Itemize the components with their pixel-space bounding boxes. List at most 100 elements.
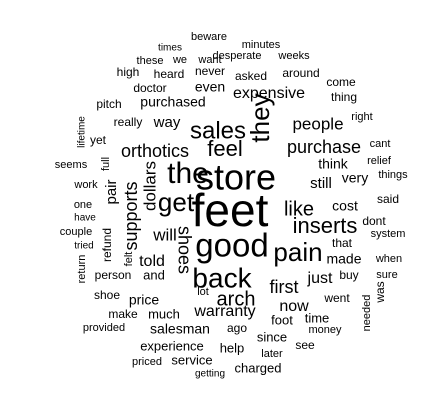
word-right: right <box>351 111 372 123</box>
word-cost: cost <box>332 198 358 214</box>
word-now: now <box>279 298 309 315</box>
word-make: make <box>108 307 138 321</box>
word-inserts: inserts <box>293 213 358 238</box>
word-good: good <box>195 227 268 264</box>
word-warranty: warranty <box>193 303 255 320</box>
word-lifetime: lifetime <box>77 116 88 148</box>
word-work: work <box>73 179 98 191</box>
word-get: get <box>158 187 195 217</box>
word-asked: asked <box>235 69 267 83</box>
word-first: first <box>270 277 299 297</box>
word-system: system <box>371 228 406 240</box>
word-relief: relief <box>367 155 392 167</box>
word-time: time <box>305 310 330 325</box>
word-buy: buy <box>339 268 358 282</box>
word-help: help <box>220 340 245 355</box>
word-back: back <box>192 262 252 293</box>
word-money: money <box>308 324 342 336</box>
word-really: really <box>114 115 143 129</box>
word-priced: priced <box>132 356 162 368</box>
word-that: that <box>332 236 353 250</box>
word-shoe: shoe <box>94 288 120 302</box>
word-one: one <box>74 199 92 211</box>
word-return: return <box>76 255 88 284</box>
word-sales: sales <box>190 117 246 144</box>
word-much: much <box>148 306 180 321</box>
word-times: times <box>158 43 182 54</box>
word-salesman: salesman <box>150 321 210 337</box>
word-store: store <box>196 157 276 198</box>
word-and: and <box>143 267 165 282</box>
word-people: people <box>292 114 343 133</box>
word-they: they <box>245 93 275 142</box>
word-purchased: purchased <box>140 94 205 110</box>
word-person: person <box>95 268 132 282</box>
word-like: like <box>284 198 314 220</box>
word-doctor: doctor <box>133 81 166 95</box>
word-since: since <box>257 329 287 344</box>
word-still: still <box>310 175 332 192</box>
word-tried: tried <box>74 241 93 252</box>
word-price: price <box>129 292 160 308</box>
word-later: later <box>261 348 283 360</box>
word-weeks: weeks <box>277 50 310 62</box>
word-service: service <box>171 352 212 367</box>
word-when: when <box>375 253 402 265</box>
word-the: the <box>167 157 209 190</box>
word-pair: pair <box>103 179 120 204</box>
word-arch: arch <box>217 288 256 310</box>
word-way: way <box>153 114 181 131</box>
word-sure: sure <box>376 269 397 281</box>
word-cant: cant <box>370 138 391 150</box>
word-refund: refund <box>100 228 114 262</box>
word-charged: charged <box>235 360 282 375</box>
word-seems: seems <box>55 159 88 171</box>
word-think: think <box>318 156 349 172</box>
word-experience: experience <box>140 338 204 353</box>
word-needed: needed <box>361 295 373 332</box>
word-these: these <box>137 55 164 67</box>
word-pitch: pitch <box>96 97 121 111</box>
word-things: things <box>378 169 408 181</box>
word-just: just <box>307 270 333 287</box>
word-yet: yet <box>90 133 107 147</box>
word-dollars: dollars <box>140 161 159 211</box>
word-high: high <box>117 65 140 79</box>
word-went: went <box>323 291 350 305</box>
word-have: have <box>74 213 96 224</box>
word-want: want <box>197 54 221 66</box>
word-feel: feel <box>207 136 242 161</box>
word-told: told <box>139 253 165 270</box>
word-was: was <box>373 281 387 303</box>
word-getting: getting <box>195 369 225 380</box>
word-thing: thing <box>331 90 357 104</box>
word-never: never <box>195 64 225 78</box>
word-pain: pain <box>273 237 322 267</box>
word-very: very <box>342 170 368 186</box>
word-said: said <box>377 192 399 206</box>
word-beware: beware <box>191 31 227 43</box>
word-around: around <box>282 66 319 80</box>
word-desperate: desperate <box>213 50 262 62</box>
word-feet: feet <box>192 184 269 236</box>
word-even: even <box>195 79 225 95</box>
word-will: will <box>152 225 177 244</box>
word-heard: heard <box>154 67 185 81</box>
word-provided: provided <box>83 322 125 334</box>
word-foot: foot <box>271 312 293 327</box>
word-dont: dont <box>362 214 386 228</box>
word-come: come <box>326 75 356 89</box>
word-purchase: purchase <box>287 137 361 157</box>
word-minutes: minutes <box>242 39 281 51</box>
word-full: full <box>100 157 112 171</box>
word-orthotics: orthotics <box>121 141 189 161</box>
word-expensive: expensive <box>233 85 305 102</box>
word-see: see <box>295 338 315 352</box>
word-felt: felt <box>123 252 135 267</box>
word-ago: ago <box>227 321 247 335</box>
word-supports: supports <box>121 181 141 250</box>
word-shoes: shoes <box>174 226 194 274</box>
word-made: made <box>326 251 361 267</box>
word-lot: lot <box>197 286 209 298</box>
